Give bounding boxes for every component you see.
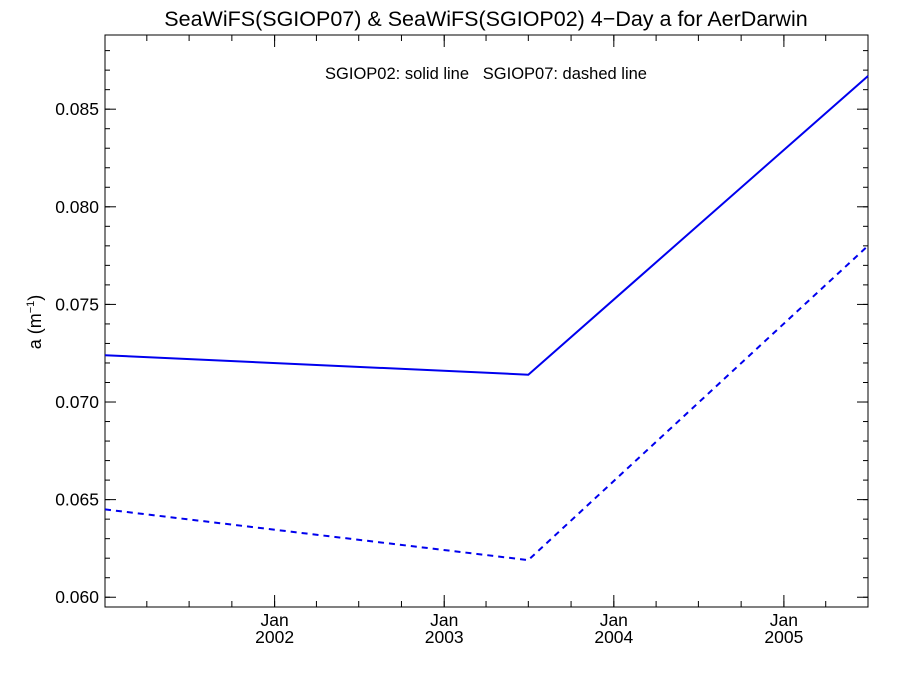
x-tick-label-month: Jan (600, 610, 628, 630)
x-tick-label-month: Jan (260, 610, 288, 630)
y-axis-label: a (m−1) (25, 295, 45, 350)
series-line-sgiop07 (104, 245, 869, 562)
x-tick-label-year: 2002 (255, 627, 294, 647)
x-tick-label-year: 2005 (764, 627, 803, 647)
y-tick-label: 0.080 (55, 197, 99, 217)
y-tick-label: 0.075 (55, 294, 99, 314)
y-tick-label: 0.085 (55, 99, 99, 119)
x-tick-label-month: Jan (770, 610, 798, 630)
y-axis-label-superscript: −1 (25, 301, 37, 314)
y-axis-label-base: a (m (25, 313, 45, 349)
x-tick-label-year: 2004 (594, 627, 633, 647)
y-axis-label-close: ) (25, 295, 45, 301)
plot-area: 0.0600.0650.0700.0750.0800.085Jan2002Jan… (55, 34, 869, 647)
plot-frame (104, 34, 869, 608)
series-line-sgiop02 (104, 75, 869, 376)
y-tick-label: 0.065 (55, 490, 99, 510)
x-tick-label-month: Jan (430, 610, 458, 630)
y-tick-label: 0.070 (55, 392, 99, 412)
chart-annotation: SGIOP02: solid line SGIOP07: dashed line (325, 65, 647, 83)
svg-text:a (m−1): a (m−1) (25, 295, 45, 350)
x-tick-label-year: 2003 (425, 627, 464, 647)
y-tick-label: 0.060 (55, 587, 99, 607)
chart-title: SeaWiFS(SGIOP07) & SeaWiFS(SGIOP02) 4−Da… (164, 7, 807, 31)
